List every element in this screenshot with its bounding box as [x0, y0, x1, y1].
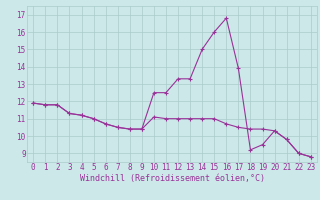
X-axis label: Windchill (Refroidissement éolien,°C): Windchill (Refroidissement éolien,°C) [79, 174, 265, 183]
